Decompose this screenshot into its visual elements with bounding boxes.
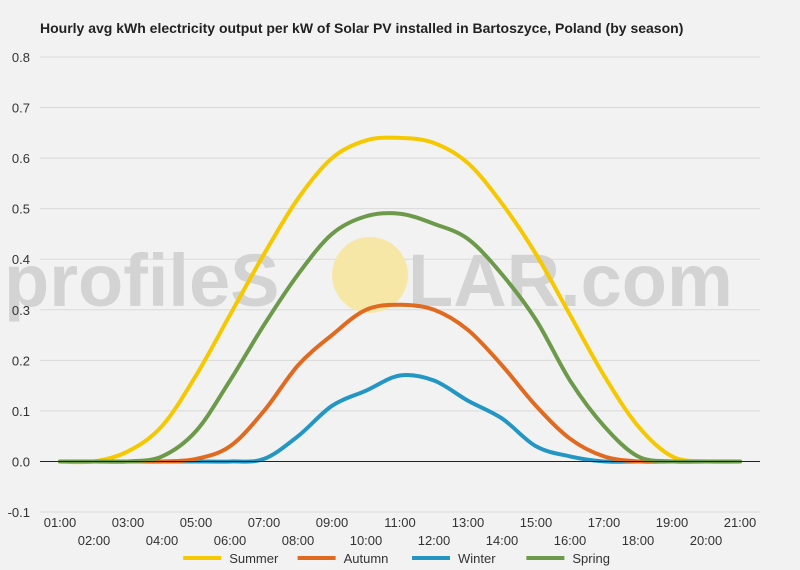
legend-item-winter: Winter [412, 551, 496, 566]
x-tick-label: 02:00 [78, 533, 111, 548]
y-tick-label: 0.0 [12, 454, 30, 469]
series-line-summer [58, 135, 742, 465]
x-tick-label: 09:00 [316, 515, 349, 530]
y-tick-label: 0.6 [12, 151, 30, 166]
x-tick-label: 20:00 [690, 533, 723, 548]
y-tick-label: 0.4 [12, 252, 30, 267]
legend-label: Summer [229, 551, 279, 566]
x-tick-label: 06:00 [214, 533, 247, 548]
y-tick-label: 0.2 [12, 353, 30, 368]
legend-item-autumn: Autumn [297, 551, 389, 566]
x-tick-label: 14:00 [486, 533, 519, 548]
x-tick-label: 16:00 [554, 533, 587, 548]
series-line-winter [58, 372, 742, 464]
series-line-autumn [58, 302, 742, 464]
x-tick-label: 12:00 [418, 533, 451, 548]
legend-item-summer: Summer [183, 551, 279, 566]
y-tick-label: -0.1 [8, 505, 30, 520]
watermark-text-right: LAR.com [408, 239, 733, 322]
x-tick-label: 21:00 [724, 515, 757, 530]
x-tick-label: 05:00 [180, 515, 213, 530]
y-tick-label: 0.8 [12, 50, 30, 65]
y-tick-label: 0.3 [12, 303, 30, 318]
x-tick-label: 19:00 [656, 515, 689, 530]
y-tick-label: 0.5 [12, 202, 30, 217]
x-tick-label: 07:00 [248, 515, 281, 530]
x-tick-label: 17:00 [588, 515, 621, 530]
legend: Summer Autumn Winter Spring [183, 551, 610, 566]
x-tick-label: 10:00 [350, 533, 383, 548]
y-tick-label: 0.7 [12, 101, 30, 116]
legend-label: Spring [572, 551, 610, 566]
x-tick-label: 01:00 [44, 515, 77, 530]
legend-label: Winter [458, 551, 496, 566]
y-tick-label: 0.1 [12, 404, 30, 419]
x-tick-label: 18:00 [622, 533, 655, 548]
x-tick-label: 15:00 [520, 515, 553, 530]
watermark-text-left: profileS [4, 239, 279, 322]
series-line-spring [58, 211, 742, 464]
axis-layer: -0.1 0.0 0.1 0.2 0.3 0.4 0.5 0.6 0.7 0.8 01:0002:0… [8, 50, 760, 548]
x-tick-label: 03:00 [112, 515, 145, 530]
x-tick-label: 13:00 [452, 515, 485, 530]
x-tick-label: 08:00 [282, 533, 315, 548]
chart-title: Hourly avg kWh electricity output per kW… [40, 20, 683, 36]
legend-label: Autumn [344, 551, 389, 566]
x-tick-label: 11:00 [384, 515, 416, 530]
legend-item-spring: Spring [526, 551, 610, 566]
x-tick-label: 04:00 [146, 533, 179, 548]
watermark-sun-icon [332, 237, 408, 313]
